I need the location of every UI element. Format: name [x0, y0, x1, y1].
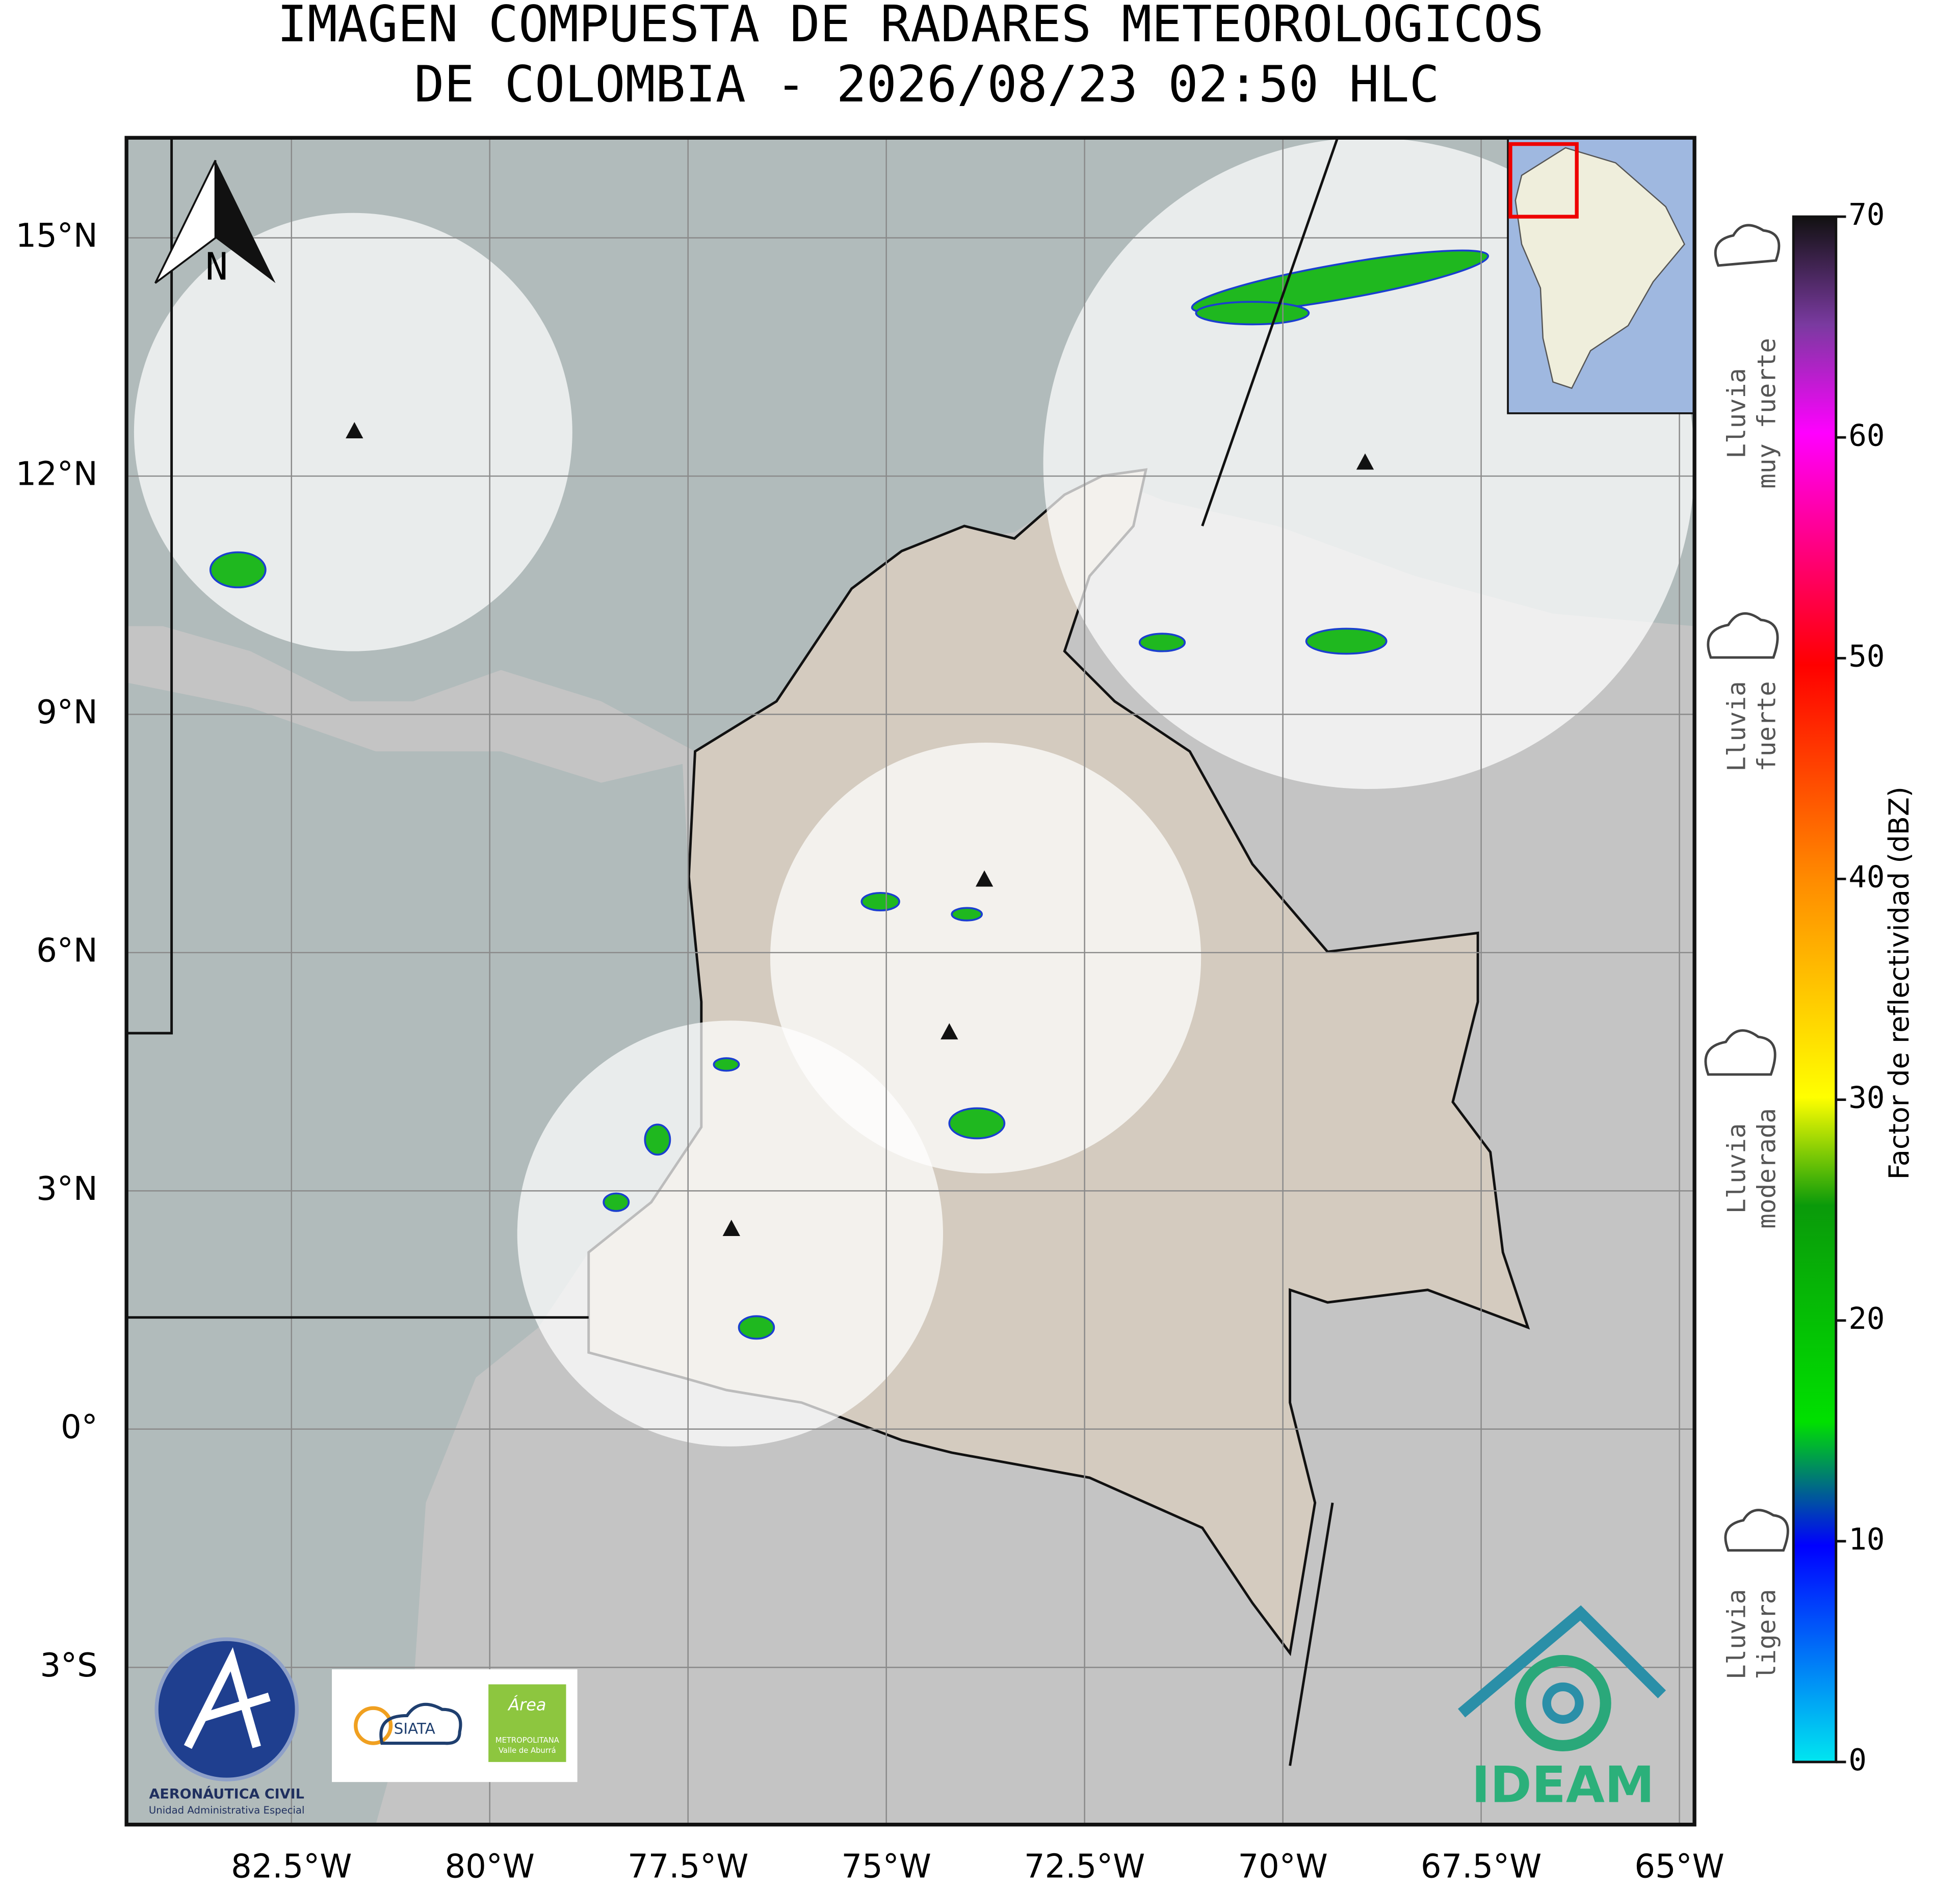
ideam-logo: IDEAM [1458, 1605, 1666, 1814]
rain-label: Lluvia [1722, 368, 1752, 458]
x-tick-label: 65°W [1634, 1848, 1724, 1885]
title-line: IMAGEN COMPUESTA DE RADARES METEOROLOGIC… [277, 0, 1544, 54]
x-tick-label: 70°W [1238, 1848, 1327, 1885]
rain-label: muy fuerte [1752, 338, 1782, 489]
graticule [126, 138, 1695, 1825]
rain-label: moderada [1752, 1108, 1782, 1229]
y-tick-label: 0° [61, 1408, 98, 1446]
colorbar-tick-label: 50 [1848, 638, 1885, 673]
radar-sites [346, 422, 1374, 1236]
x-tick-label: 67.5°W [1421, 1848, 1541, 1885]
inset-map [1507, 138, 1695, 414]
x-tick-label: 80°W [445, 1848, 535, 1885]
colorbar-tick-label: 30 [1848, 1080, 1885, 1115]
x-tick-label: 77.5°W [628, 1848, 748, 1885]
title-line: DE COLOMBIA - 2026/08/23 02:50 HLC [414, 56, 1439, 114]
logo-text: SIATA [394, 1720, 435, 1738]
aerocivil-logo: AERONÁUTICA CIVIL Unidad Administrativa … [149, 1637, 305, 1816]
colorbar-tick-label: 60 [1848, 417, 1885, 453]
partner-logos: SIATA Área METROPOLITANA Valle de Aburrá [332, 1669, 578, 1782]
rain-label: ligera [1752, 1589, 1782, 1679]
y-tick-label: 6°N [36, 932, 97, 970]
x-tick-label: 72.5°W [1024, 1848, 1145, 1885]
colorbar-tick-label: 10 [1848, 1521, 1885, 1557]
y-tick-label: 9°N [36, 694, 97, 731]
y-tick-label: 3°N [36, 1170, 97, 1208]
colorbar-tick-label: 40 [1848, 859, 1885, 895]
colorbar-label: Factor de reflectividad (dBZ) [1883, 786, 1915, 1179]
boundary [126, 138, 173, 1035]
y-tick-label: 12°N [16, 456, 98, 493]
logo-text: METROPOLITANA [495, 1736, 559, 1745]
logo-text: Valle de Aburrá [499, 1746, 556, 1755]
pacific-ocean [126, 682, 701, 1825]
north-label: N [205, 245, 228, 288]
x-tick-label: 75°W [842, 1848, 931, 1885]
y-tick-label: 15°N [16, 217, 98, 255]
colorbar-tick-label: 0 [1848, 1742, 1867, 1777]
logo-text: Área [507, 1695, 546, 1714]
colorbar-tick-label: 70 [1848, 197, 1885, 232]
rain-label: Lluvia [1722, 681, 1752, 771]
axes: 82.5°W 80°W 77.5°W 75°W 72.5°W 70°W 67.5°W 65°W… [16, 217, 1724, 1885]
map-area: N AERONÁUTICA CIVIL Unidad Administrativ… [126, 138, 1695, 1825]
radar-echoes [209, 249, 1489, 1340]
y-tick-label: 3°S [40, 1647, 98, 1685]
rain-icons [1704, 224, 1789, 1552]
rain-label: fuerte [1752, 681, 1782, 771]
logo-text: IDEAM [1472, 1756, 1655, 1814]
colorbar-tick-label: 20 [1848, 1301, 1885, 1336]
logo-text: AERONÁUTICA CIVIL [149, 1785, 304, 1802]
x-tick-label: 82.5°W [231, 1848, 352, 1885]
colorbar-axis: 0 10 20 30 40 50 60 70 [1836, 197, 1885, 1777]
rain-label: Lluvia [1722, 1589, 1752, 1679]
rain-label: Lluvia [1722, 1123, 1752, 1214]
logo-text: Unidad Administrativa Especial [149, 1804, 305, 1816]
boundary [1289, 1502, 1334, 1766]
boundary [1201, 138, 1339, 527]
colorbar [1792, 215, 1838, 1764]
map-frame [124, 136, 1696, 1827]
